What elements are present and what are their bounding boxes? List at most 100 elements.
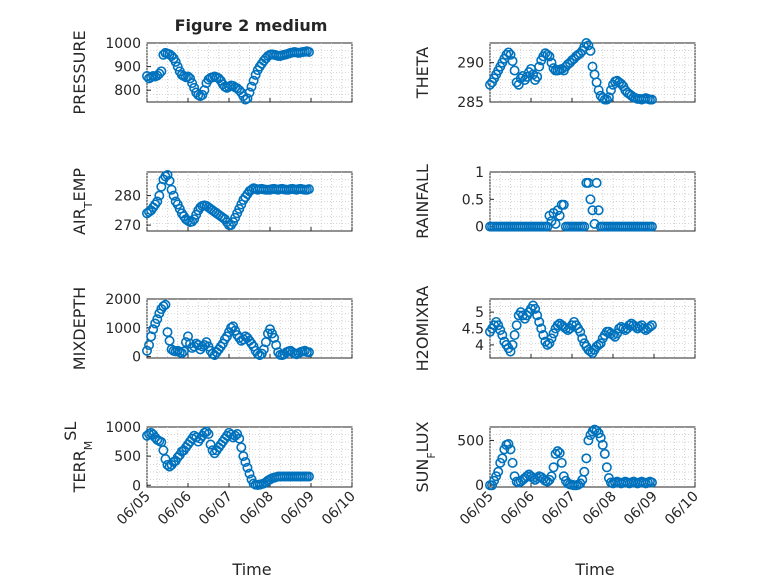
y-tick-label: 0.5 [462, 192, 484, 208]
y-axis-label: RAINFALL [413, 164, 432, 239]
data-point [303, 471, 314, 482]
data-point [638, 323, 649, 334]
y-axis-label: THETA [413, 47, 432, 99]
y-tick-label: 4 [475, 338, 484, 354]
x-tick-label: 06/10 [662, 489, 702, 529]
data-point [154, 190, 165, 201]
data-point [242, 93, 253, 104]
data-point [544, 51, 555, 62]
data-point [556, 457, 567, 468]
data-point [168, 190, 179, 201]
data-point [493, 466, 504, 477]
data-point [505, 346, 516, 357]
data-point [585, 194, 596, 205]
data-point [201, 426, 212, 437]
y-axis-label: H2OMIXRA [413, 286, 432, 372]
data-point [579, 466, 590, 477]
data-point [185, 73, 196, 84]
data-point [303, 46, 314, 57]
subplot-2: 285 290 THETA [413, 37, 696, 111]
data-point [164, 175, 175, 186]
data-point [248, 75, 259, 86]
data-point [199, 85, 210, 96]
y-tick-label: 1000 [105, 321, 141, 337]
data-point [579, 221, 590, 232]
data-point [552, 320, 563, 331]
data-point [303, 184, 314, 195]
data-point [601, 462, 612, 473]
y-tick-label: 500 [457, 433, 484, 449]
y-tick-label: 0 [132, 350, 141, 366]
y-tick-label: 900 [114, 60, 141, 76]
x-tick-label: 06/05 [457, 489, 497, 529]
data-point [246, 81, 257, 92]
data-point [554, 447, 565, 458]
y-tick-label: 4.5 [462, 322, 484, 338]
data-point [583, 40, 594, 51]
data-point [497, 453, 508, 464]
data-point [546, 471, 557, 482]
data-point [550, 448, 561, 459]
y-tick-label: 2000 [105, 292, 141, 308]
y-axis-label: TERRMSL [61, 422, 95, 494]
data-point [507, 56, 518, 67]
x-tick-label: 06/10 [319, 489, 359, 529]
data-point [511, 320, 522, 331]
data-point [595, 338, 606, 349]
data-point [497, 330, 508, 341]
data-point [238, 451, 249, 462]
data-point [581, 453, 592, 464]
data-point [501, 49, 512, 60]
data-point [583, 435, 594, 446]
data-point [644, 321, 655, 332]
data-point [152, 314, 163, 325]
data-point [530, 303, 541, 314]
data-point [646, 477, 657, 488]
data-point [587, 426, 598, 437]
data-point [581, 37, 592, 48]
data-point [493, 320, 504, 331]
x-tick-label: 06/07 [539, 489, 579, 529]
data-point [521, 471, 532, 482]
data-point [232, 428, 243, 439]
data-point [546, 333, 557, 344]
subplot-6: 44.55 H2OMIXRA [413, 286, 696, 372]
data-point [244, 468, 255, 479]
data-point [166, 184, 177, 195]
x-tick-label: 06/08 [237, 489, 277, 529]
subplot-8: 0 500 06/05 06/06 06/07 06/08 06/09 06/10 SUNFLU… [413, 421, 702, 528]
data-point [503, 47, 514, 58]
data-point [183, 215, 194, 226]
y-tick-label: 5 [475, 305, 484, 321]
data-point [187, 78, 198, 89]
data-point [544, 338, 555, 349]
data-point [548, 462, 559, 473]
data-point [162, 169, 173, 180]
data-point [585, 45, 596, 56]
data-point [532, 310, 543, 321]
data-point [597, 439, 608, 450]
data-point [591, 177, 602, 188]
data-point [148, 324, 159, 335]
data-point [152, 196, 163, 207]
data-point [521, 71, 532, 82]
data-point [593, 205, 604, 216]
y-axis-label: AIRTEMP [70, 168, 95, 235]
data-point [507, 457, 518, 468]
data-point [154, 68, 165, 79]
data-point [495, 325, 506, 336]
data-point [575, 326, 586, 337]
data-point [542, 49, 553, 60]
x-tick-label: 06/08 [580, 489, 620, 529]
y-axis-label: SUNFLUX [413, 421, 438, 492]
data-point [624, 320, 635, 331]
subplot-4: 0 0.5 1 RAINFALL [413, 164, 696, 239]
data-point [250, 69, 261, 80]
data-point [552, 446, 563, 457]
x-axis-label-left: Time [231, 560, 271, 579]
data-point [558, 199, 569, 210]
y-tick-label: 0 [475, 478, 484, 494]
data-point [240, 456, 251, 467]
